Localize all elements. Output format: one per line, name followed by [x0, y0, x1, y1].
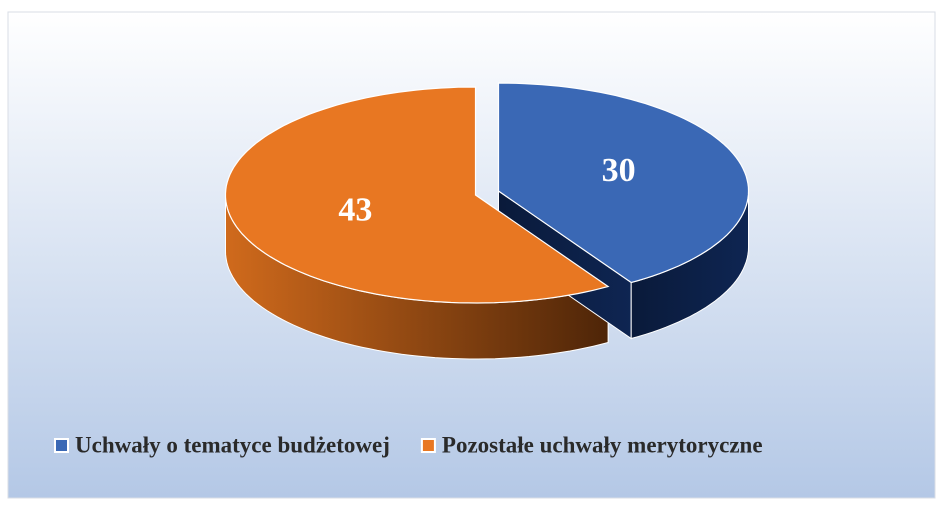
- slice: [497, 82, 750, 284]
- legend-swatch: [54, 438, 69, 453]
- legend-label: Uchwały o tematyce budżetowej: [75, 432, 390, 457]
- data-label: 30: [602, 152, 636, 189]
- data-label: 43: [338, 192, 372, 229]
- legend-swatch: [420, 438, 436, 453]
- legend-label: Pozostałe uchwały merytoryczne: [442, 432, 763, 457]
- slice: [224, 86, 610, 304]
